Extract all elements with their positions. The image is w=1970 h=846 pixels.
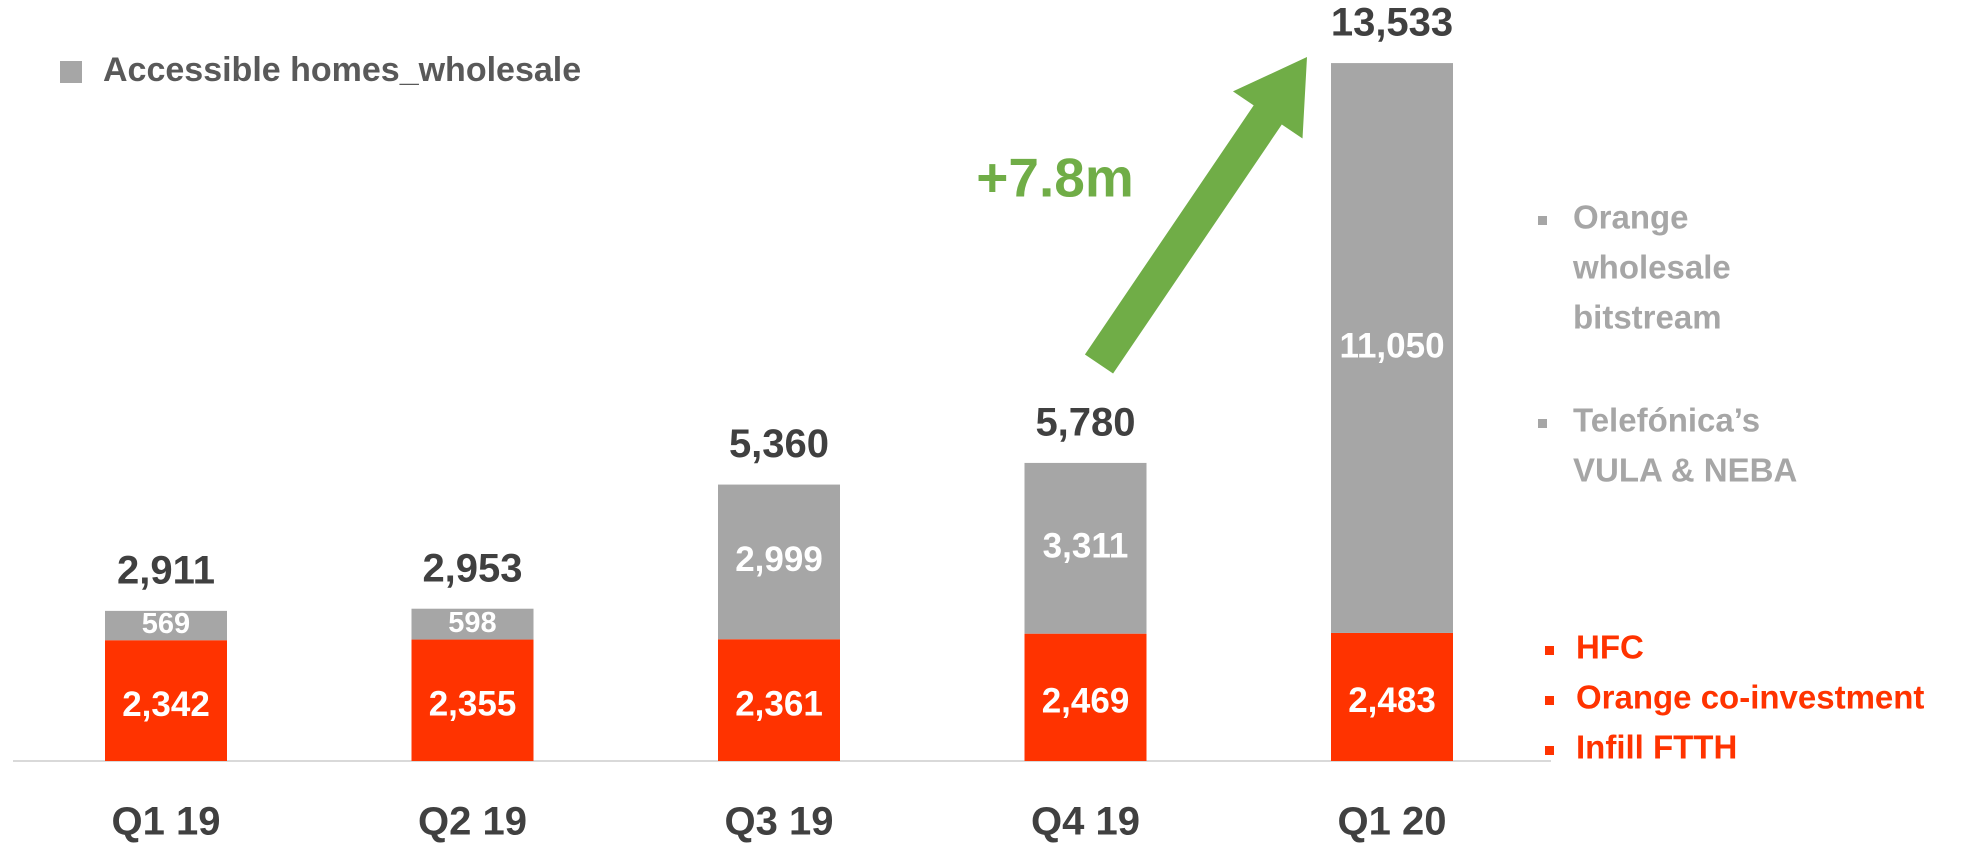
bar-segment xyxy=(1024,633,1147,761)
data-label: 598 xyxy=(448,607,496,639)
bar-segment xyxy=(105,610,227,641)
note-text: Infill FTTH xyxy=(1576,729,1737,766)
data-label: 11,050 xyxy=(1339,326,1444,365)
data-label: 2,483 xyxy=(1348,681,1436,720)
bar-segment xyxy=(718,484,840,640)
data-label: 2,469 xyxy=(1042,682,1130,721)
data-label: 2,361 xyxy=(735,684,823,723)
legend-label: Accessible homes_wholesale xyxy=(103,51,581,89)
total-label: 5,780 xyxy=(1035,400,1135,444)
note-bullet xyxy=(1545,746,1554,755)
note-bullet xyxy=(1538,216,1547,225)
data-label: 569 xyxy=(142,608,190,640)
note-text: wholesale xyxy=(1572,249,1731,286)
bar-segment xyxy=(411,608,534,640)
x-tick-label: Q3 19 xyxy=(725,800,834,844)
legend-swatch xyxy=(60,61,82,83)
note-bullet xyxy=(1538,419,1547,428)
data-label: 2,342 xyxy=(122,685,210,724)
data-label: 3,311 xyxy=(1043,527,1129,566)
data-label: 2,999 xyxy=(735,540,823,579)
note-text: VULA & NEBA xyxy=(1573,452,1797,489)
bar-segment xyxy=(1331,632,1453,761)
annotation: +7.8m xyxy=(976,147,1133,209)
total-label: 2,953 xyxy=(422,546,522,590)
x-tick-label: Q4 19 xyxy=(1031,800,1140,844)
total-label: 13,533 xyxy=(1331,1,1453,45)
bar-segment xyxy=(1331,63,1453,633)
note-bullet xyxy=(1545,696,1554,705)
bar-segment xyxy=(718,639,840,761)
total-label: 5,360 xyxy=(729,422,829,466)
x-tick-label: Q1 19 xyxy=(112,800,221,844)
note-text: Orange xyxy=(1573,199,1689,236)
bar-segment xyxy=(1024,462,1147,634)
note-text: bitstream xyxy=(1573,299,1722,336)
x-tick-label: Q2 19 xyxy=(418,800,527,844)
bar-segment xyxy=(411,639,534,761)
note-bullet xyxy=(1545,646,1554,655)
total-label: 2,911 xyxy=(117,548,215,592)
bar-segment xyxy=(105,640,227,761)
x-tick-label: Q1 20 xyxy=(1338,800,1447,844)
note-text: HFC xyxy=(1576,629,1644,666)
data-label: 2,355 xyxy=(429,685,517,724)
growth-arrow xyxy=(1084,57,1307,374)
note-text: Orange co-investment xyxy=(1576,679,1924,716)
note-text: Telefónica’s xyxy=(1573,402,1760,439)
